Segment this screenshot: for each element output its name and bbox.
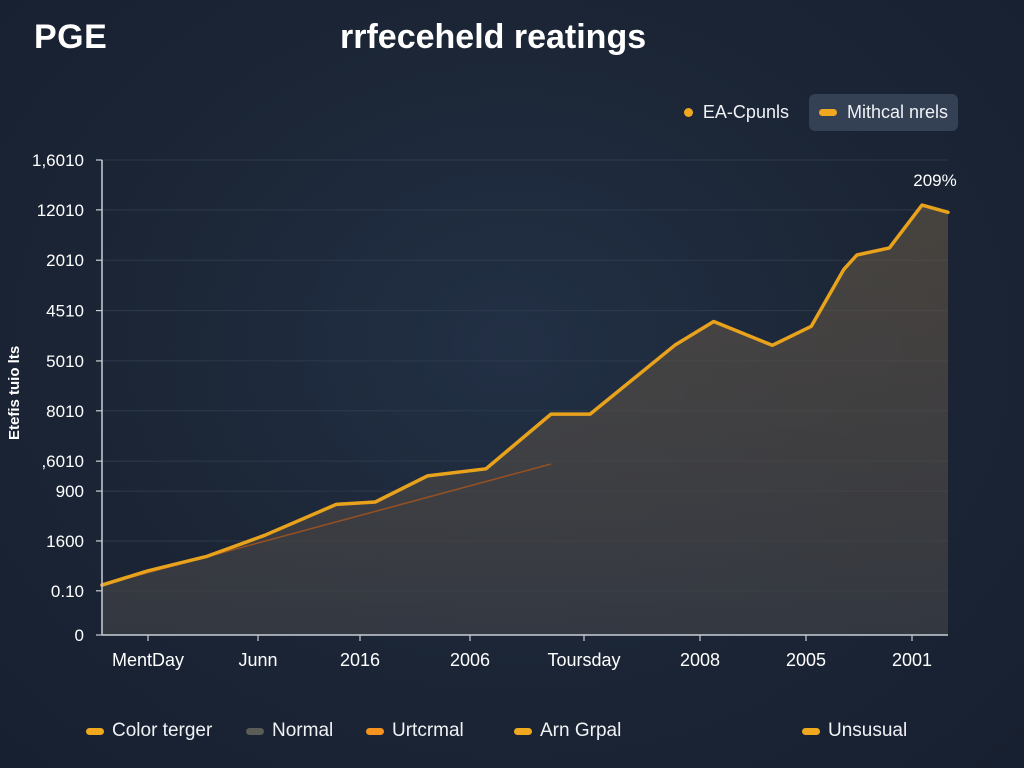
legend-item-arn-grpal[interactable]: Arn Grpal bbox=[514, 720, 621, 742]
legend-line-icon bbox=[366, 727, 384, 735]
x-tick-label: MentDay bbox=[112, 650, 184, 670]
legend-line-icon bbox=[802, 727, 820, 735]
peak-annotation: 209% bbox=[913, 171, 956, 190]
legend-line-icon bbox=[514, 727, 532, 735]
legend-label: Normal bbox=[272, 720, 334, 741]
legend-item-urtcrmal[interactable]: Urtcrmal bbox=[366, 720, 464, 742]
legend-label: Mithcal nrels bbox=[846, 102, 948, 122]
brand-logo-text: PGE bbox=[34, 18, 108, 56]
y-tick-label: 0.10 bbox=[51, 582, 84, 601]
y-tick-label: 5010 bbox=[46, 352, 84, 371]
legend-line-icon bbox=[818, 109, 837, 116]
legend-line-icon bbox=[246, 727, 264, 735]
legend-item-normal[interactable]: Normal bbox=[246, 720, 333, 742]
legend-line-icon bbox=[86, 727, 104, 735]
y-tick-label: 0 bbox=[75, 626, 84, 645]
bottom-legend: Color terger Normal Urtcrmal Arn Grpal U… bbox=[0, 720, 1024, 750]
legend-label: EA-Cpunls bbox=[702, 102, 789, 122]
x-tick-label: Junn bbox=[238, 650, 277, 670]
top-legend: EA-Cpunls Mithcal nrels bbox=[674, 94, 958, 131]
y-tick-label: 8010 bbox=[46, 402, 84, 421]
legend-item-mithcal-nrels[interactable]: Mithcal nrels bbox=[808, 94, 958, 131]
x-tick-label: 2006 bbox=[450, 650, 490, 670]
y-tick-label: 4510 bbox=[46, 302, 84, 321]
y-tick-label: 12010 bbox=[37, 201, 84, 220]
legend-label: Urtcrmal bbox=[392, 720, 464, 741]
legend-label: Color terger bbox=[112, 720, 213, 741]
series-line-mithcal-nrels bbox=[100, 203, 950, 587]
x-tick-label: 2016 bbox=[340, 650, 380, 670]
y-tick-label: 900 bbox=[56, 482, 84, 501]
x-tick-label: Toursday bbox=[547, 650, 620, 670]
x-tick-label: 2008 bbox=[680, 650, 720, 670]
y-tick-label: ,6010 bbox=[41, 452, 84, 471]
legend-item-ea-cpunls[interactable]: EA-Cpunls bbox=[674, 94, 799, 131]
y-tick-label: 1,6010 bbox=[32, 151, 84, 170]
series-area bbox=[102, 205, 948, 635]
legend-item-color-terger[interactable]: Color terger bbox=[86, 720, 212, 742]
x-tick-label: 2005 bbox=[786, 650, 826, 670]
y-tick-label: 2010 bbox=[46, 251, 84, 270]
legend-item-unsusual[interactable]: Unsusual bbox=[802, 720, 907, 742]
legend-label: Unsusual bbox=[828, 720, 908, 741]
legend-dot-icon bbox=[683, 108, 693, 117]
legend-label: Arn Grpal bbox=[540, 720, 622, 741]
chart-title: rrfeceheld reatings bbox=[340, 18, 647, 56]
y-tick-label: 1600 bbox=[46, 532, 84, 551]
x-tick-label: 2001 bbox=[892, 650, 932, 670]
